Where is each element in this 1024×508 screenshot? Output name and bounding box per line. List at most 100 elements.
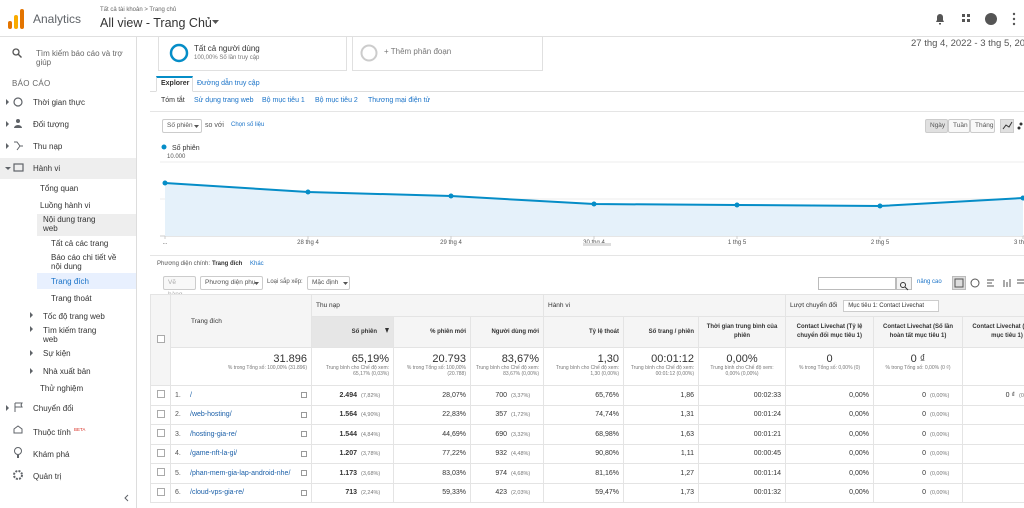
nav-item[interactable]: Trang đích — [51, 277, 89, 286]
data-cell: 28,07% — [393, 385, 471, 406]
sidebar: Tìm kiếm báo cáo và trợ giúp BÁO CÁO Thờ… — [0, 37, 137, 508]
segment-box[interactable] — [158, 37, 347, 71]
cell-value: 932 — [495, 450, 507, 458]
add-segment-box[interactable] — [352, 37, 543, 71]
tab[interactable]: Đường dẫn truy cập — [197, 80, 260, 87]
date-range[interactable]: 27 thg 4, 2022 - 3 thg 5, 2022 — [911, 38, 1024, 49]
cell-note: (0,00%) — [930, 412, 950, 419]
nav-item[interactable]: Chuyển đổi — [33, 404, 74, 413]
data-cell: 423 (2,03%) — [470, 482, 544, 503]
view-selector[interactable]: All view - Trang Chủ — [100, 16, 212, 30]
nav-item[interactable]: Tất cả các trang — [51, 239, 109, 248]
period-button[interactable]: Tuần — [948, 119, 970, 133]
total-cell: 0 ₫% trong Tổng số: 0,00% (0 ₫) — [873, 347, 964, 386]
nav-item[interactable]: Khám phá — [33, 450, 70, 459]
total-value: 1,30 — [597, 353, 619, 365]
cell-value: 83,03% — [442, 469, 466, 477]
subtab[interactable]: Tóm tắt — [161, 97, 185, 104]
cell-value: 1.564 — [339, 411, 357, 419]
nav-item[interactable]: Nội dung trang web — [43, 215, 96, 233]
checkbox[interactable] — [156, 390, 165, 399]
nav-item[interactable]: Trang thoát — [51, 294, 92, 303]
nav-item[interactable]: Thời gian thực — [33, 98, 85, 107]
column-header[interactable]: Số phiên — [311, 316, 394, 348]
cell-value: 1.544 — [339, 430, 357, 438]
goal-select[interactable]: Mục tiêu 1: Contact Livechat — [843, 299, 940, 312]
period-button[interactable]: Tháng — [970, 119, 995, 133]
cell-note: (7,82%) — [361, 392, 381, 399]
active-subsection-bg — [37, 214, 136, 236]
nav-item[interactable]: Thuộc tính — [33, 428, 71, 437]
nav-item[interactable]: Luồng hành vi — [40, 201, 91, 210]
breadcrumb[interactable]: Tất cả tài khoản > Trang chủ — [100, 7, 177, 13]
nav-item[interactable]: Tìm kiếm trang web — [43, 326, 97, 344]
plot-rows-button[interactable]: Vẽ hàng — [163, 276, 196, 298]
page-link[interactable]: /phan-mem-gia-lap-android-nhe/ — [190, 469, 291, 477]
other-dimension[interactable]: Khác — [250, 261, 264, 267]
data-row: 3. /hosting-gia-re/1.544 (4,84%) 44,69% 690 (… — [150, 424, 1024, 445]
column-header[interactable]: Tỷ lệ thoát — [543, 316, 624, 348]
column-title: Contact Livechat (Số lần hoàn tất mục ti… — [883, 324, 954, 339]
checkbox-cell — [150, 463, 171, 484]
nav-item[interactable]: Tốc độ trang web — [43, 312, 105, 321]
chart-type-icons[interactable] — [1000, 119, 1024, 133]
report-search[interactable]: Tìm kiếm báo cáo và trợ giúp — [36, 49, 123, 67]
nav-item[interactable]: Thu nạp — [33, 142, 63, 151]
search-button[interactable] — [896, 277, 912, 291]
column-header[interactable]: Thời gian trung bình của phiên — [697, 316, 787, 348]
table-view-icons[interactable] — [952, 276, 1024, 291]
cell-value: 0,00% — [849, 391, 870, 399]
sort-select[interactable]: Mặc định — [307, 276, 350, 290]
subtab[interactable]: Thương mại điện tử — [368, 97, 431, 104]
tab[interactable]: Explorer — [161, 80, 190, 87]
nav-item[interactable]: Đối tượng — [33, 120, 69, 129]
nav-item[interactable]: Hành vi — [33, 164, 61, 173]
column-header[interactable]: % phiên mới — [393, 316, 471, 348]
checkbox[interactable] — [156, 409, 165, 418]
nav-item[interactable]: Báo cáo chi tiết về nội dung — [51, 253, 117, 271]
checkbox[interactable] — [156, 429, 165, 438]
column-header[interactable]: Số trang / phiên — [623, 316, 699, 348]
nav-item[interactable]: Thử nghiệm — [40, 384, 84, 393]
cell-note: (4,84%) — [361, 431, 381, 438]
period-button[interactable]: Ngày — [925, 119, 948, 133]
top-icons[interactable] — [933, 12, 1023, 26]
total-note: Trung bình cho Chế độ xem: 83,67% (0,00%… — [475, 365, 539, 377]
data-cell: 00:01:14 — [697, 463, 787, 484]
nav-item[interactable]: Quản trị — [33, 472, 62, 481]
dropdown-arrow — [194, 125, 199, 128]
nav-item[interactable]: Nhà xuất bản — [43, 367, 91, 376]
choose-metric[interactable]: Chọn số liệu — [231, 122, 265, 128]
checkbox[interactable] — [156, 335, 165, 343]
subtab[interactable]: Sử dụng trang web — [194, 97, 254, 104]
page-link[interactable]: /game-nft-la-gi/ — [190, 450, 238, 458]
advanced-filter[interactable]: nâng cao — [917, 279, 942, 285]
subtab[interactable]: Bộ mục tiêu 2 — [315, 97, 358, 104]
data-cell: 357 (1,72%) — [470, 404, 544, 425]
selected-item-bg — [37, 273, 136, 289]
page-link[interactable]: / — [190, 391, 192, 399]
data-cell: 932 (4,48%) — [470, 443, 544, 464]
nav-item[interactable]: Tổng quan — [40, 184, 79, 193]
subtab[interactable]: Bộ mục tiêu 1 — [262, 97, 305, 104]
secondary-dimension[interactable]: Phương diện phụ — [200, 276, 263, 290]
primary-dimension[interactable]: Trang đích — [212, 261, 243, 267]
legend-dot — [161, 144, 167, 150]
data-row: 2. /web-hosting/1.564 (4,90%) 22,83% 357 (1,7… — [150, 404, 1024, 425]
column-header[interactable]: Người dùng mới — [470, 316, 544, 348]
column-header[interactable]: Contact Livechat (Số lần hoàn tất mục ti… — [873, 316, 964, 348]
total-note: Trung bình cho Chế độ xem: 0,00% (0,00%) — [710, 365, 774, 377]
column-header[interactable]: Contact Livechat (Giá trị mục tiêu 1) — [962, 316, 1024, 348]
checkbox[interactable] — [156, 468, 165, 477]
metric-select[interactable]: Số phiên — [162, 119, 202, 133]
x-tick-label: 2 thg 5 — [871, 240, 890, 246]
checkbox[interactable] — [156, 448, 165, 457]
checkbox[interactable] — [156, 487, 165, 496]
page-link[interactable]: /hosting-gia-re/ — [190, 430, 237, 438]
table-search[interactable] — [818, 277, 896, 290]
column-header[interactable]: Contact Livechat (Tỷ lệ chuyển đổi mục t… — [785, 316, 875, 348]
page-link[interactable]: /cloud-vps-gia-re/ — [190, 489, 245, 497]
add-segment[interactable]: + Thêm phân đoạn — [384, 47, 452, 56]
nav-item[interactable]: Sự kiện — [43, 349, 71, 358]
page-link[interactable]: /web-hosting/ — [190, 411, 232, 419]
